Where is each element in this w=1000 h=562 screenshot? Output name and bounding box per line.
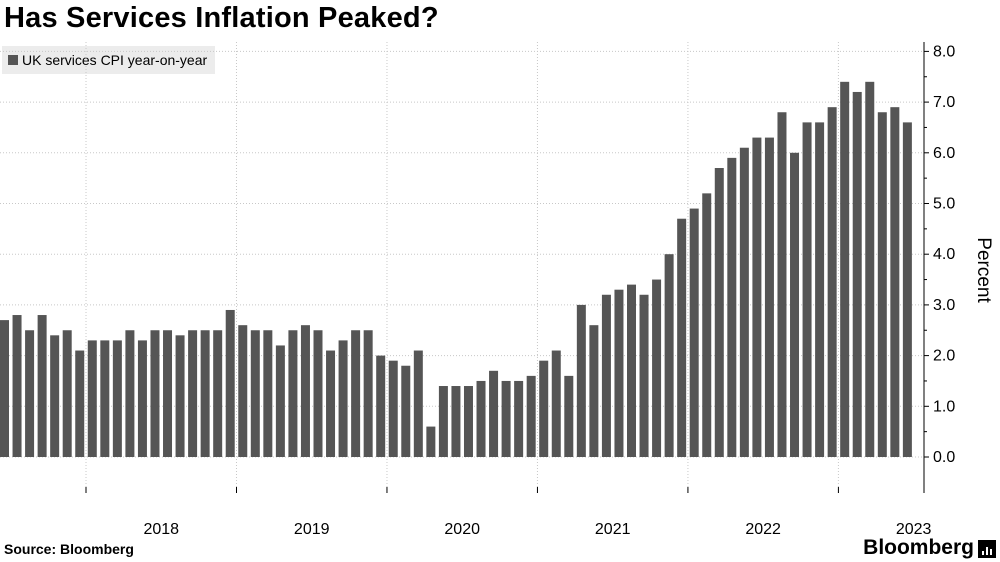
bar — [827, 107, 837, 458]
y-tick-label: 5.0 — [933, 196, 955, 213]
bar — [37, 315, 47, 457]
bar — [639, 294, 649, 457]
bar — [225, 309, 235, 457]
bar — [877, 112, 887, 458]
bar — [388, 360, 398, 457]
bar — [902, 122, 912, 457]
bar — [802, 122, 812, 457]
bar — [275, 345, 285, 457]
y-tick-label: 3.0 — [933, 297, 955, 314]
bar — [213, 330, 223, 457]
bar — [62, 330, 72, 457]
legend: UK services CPI year-on-year — [2, 46, 216, 74]
y-tick-label: 8.0 — [933, 43, 955, 60]
bar — [87, 340, 97, 457]
bar — [163, 330, 173, 457]
y-tick-label: 0.0 — [933, 449, 955, 466]
bar — [137, 340, 147, 457]
y-tick-label: 2.0 — [933, 348, 955, 365]
bar — [564, 375, 574, 457]
bar — [12, 315, 22, 457]
x-tick-label: 2021 — [595, 521, 631, 538]
bar — [526, 375, 536, 457]
bar — [702, 193, 712, 458]
bar — [401, 365, 411, 457]
source-note: Source: Bloomberg — [4, 541, 134, 557]
bar — [363, 330, 373, 457]
chart-title: Has Services Inflation Peaked? — [4, 2, 439, 34]
bar — [200, 330, 210, 457]
bar — [451, 386, 461, 457]
bar — [238, 325, 248, 457]
bar — [815, 122, 825, 457]
x-tick-label: 2018 — [143, 521, 179, 538]
bar — [188, 330, 198, 457]
bar — [777, 112, 787, 458]
bar — [865, 81, 875, 457]
bar — [376, 355, 386, 457]
bar — [100, 340, 110, 457]
bar — [300, 325, 310, 457]
bar — [714, 168, 724, 457]
bar — [150, 330, 160, 457]
bloomberg-bars-icon — [978, 540, 996, 558]
bar — [263, 330, 273, 457]
bar — [50, 335, 60, 457]
bar — [614, 289, 624, 457]
x-tick-label: 2022 — [745, 521, 781, 538]
bar — [438, 386, 448, 457]
bar — [175, 335, 185, 457]
bar — [514, 380, 524, 457]
bar — [627, 284, 636, 457]
bar — [501, 380, 511, 457]
bar — [764, 137, 774, 457]
bar — [351, 330, 361, 457]
bar — [689, 208, 699, 457]
bar — [589, 325, 599, 457]
y-tick-label: 4.0 — [933, 246, 955, 263]
bar — [489, 370, 499, 457]
bar — [576, 304, 586, 457]
bar — [313, 330, 323, 457]
bar — [739, 147, 749, 458]
x-tick-label: 2019 — [294, 521, 330, 538]
bar — [677, 218, 687, 457]
legend-label: UK services CPI year-on-year — [22, 52, 208, 68]
bar — [25, 330, 35, 457]
bar — [790, 152, 800, 458]
brand-logo: Bloomberg — [863, 536, 996, 560]
bar — [0, 320, 9, 457]
bar — [476, 380, 486, 457]
bar — [75, 350, 85, 457]
bar — [413, 350, 423, 457]
y-tick-label: 6.0 — [933, 145, 955, 162]
bar — [852, 91, 862, 458]
x-tick-label: 2020 — [444, 521, 480, 538]
bar — [288, 330, 298, 457]
bar — [463, 386, 473, 457]
bar — [125, 330, 135, 457]
bar — [601, 294, 611, 457]
bar — [112, 340, 122, 457]
y-tick-label: 1.0 — [933, 398, 955, 415]
bar — [664, 254, 674, 457]
bar — [727, 157, 737, 457]
bar — [890, 107, 900, 458]
bar — [840, 81, 850, 457]
bar — [539, 360, 549, 457]
y-tick-label: 7.0 — [933, 94, 955, 111]
brand-name: Bloomberg — [863, 536, 974, 559]
bar — [338, 340, 348, 457]
bar — [326, 350, 336, 457]
legend-swatch — [8, 55, 18, 65]
bar — [426, 426, 436, 457]
bar — [752, 137, 762, 457]
bar — [652, 279, 662, 457]
bar — [250, 330, 260, 457]
y-axis-label: Percent — [973, 237, 994, 303]
x-tick-label: 2023 — [896, 521, 932, 538]
bar — [551, 350, 561, 457]
